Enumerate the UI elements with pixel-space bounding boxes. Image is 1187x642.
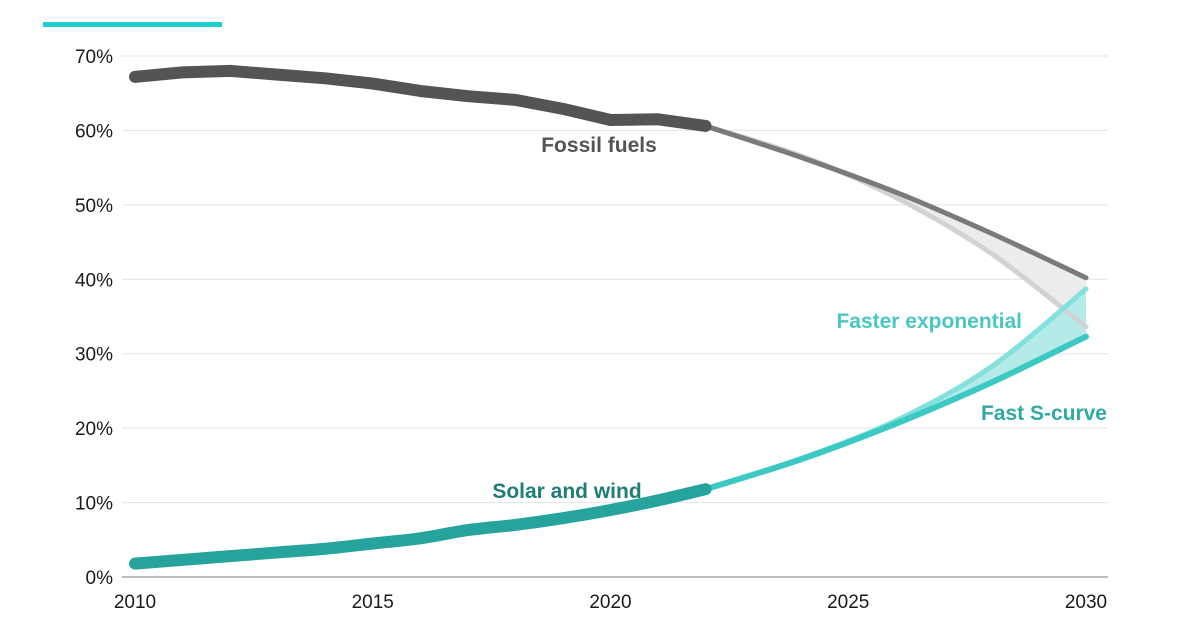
y-tick-label: 10% (75, 494, 113, 515)
line-fossil-s-curve-scenario (703, 123, 1089, 281)
y-tick-label: 20% (75, 419, 113, 440)
x-tick-label: 2010 (114, 592, 156, 613)
y-tick-label: 0% (86, 568, 114, 589)
label-faster-exponential: Faster exponential (836, 310, 1022, 333)
scenario-bands (705, 125, 1086, 490)
label-fast-s-curve: Fast S-curve (981, 402, 1107, 425)
line-fossil-fuels-historical (129, 64, 712, 132)
series-lines (129, 64, 1089, 570)
x-axis-ticks: 2010 2015 2020 2025 2030 (114, 592, 1107, 613)
header-accent-bar (43, 22, 222, 27)
y-tick-label: 70% (75, 47, 113, 68)
x-tick-label: 2015 (352, 592, 394, 613)
line-fast-s-curve (702, 333, 1089, 493)
gridlines (122, 55, 1108, 578)
y-tick-label: 50% (75, 196, 113, 217)
y-axis-ticks: 0% 10% 20% 30% 40% 50% 60% 70% (75, 47, 113, 589)
y-tick-label: 60% (75, 121, 113, 142)
y-tick-label: 30% (75, 345, 113, 366)
label-solar-and-wind: Solar and wind (492, 480, 641, 503)
x-tick-label: 2020 (589, 592, 631, 613)
line-solar-and-wind-historical (129, 483, 712, 570)
x-tick-label: 2025 (827, 592, 869, 613)
fossil-scenario-band (705, 125, 1086, 327)
x-tick-label: 2030 (1065, 592, 1107, 613)
label-fossil-fuels: Fossil fuels (541, 134, 657, 157)
line-fossil-exponential-scenario (703, 123, 1089, 330)
y-tick-label: 40% (75, 270, 113, 291)
series-labels: Fossil fuels Solar and wind Faster expon… (492, 134, 1107, 503)
